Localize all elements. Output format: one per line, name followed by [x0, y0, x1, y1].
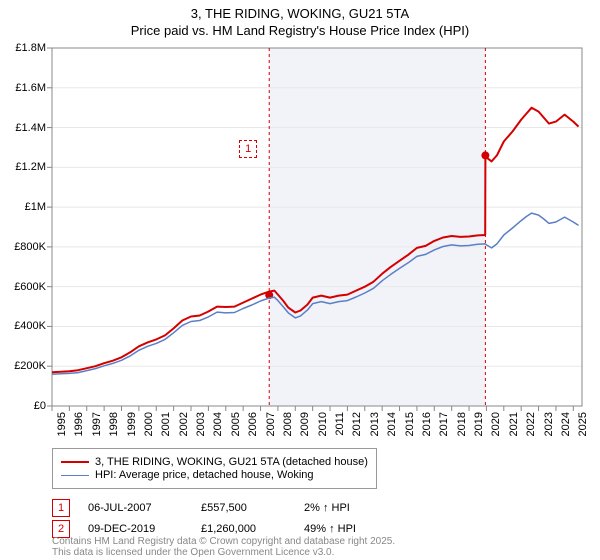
xtick-label: 2010 — [317, 412, 329, 436]
title-line2: Price paid vs. HM Land Registry's House … — [131, 23, 469, 38]
xtick-label: 2018 — [456, 412, 468, 436]
ytick-label: £1M — [0, 201, 46, 213]
xtick-label: 2016 — [421, 412, 433, 436]
legend-item: 3, THE RIDING, WOKING, GU21 5TA (detache… — [61, 456, 368, 468]
xtick-label: 2015 — [404, 412, 416, 436]
xtick-label: 2000 — [143, 412, 155, 436]
title-line1: 3, THE RIDING, WOKING, GU21 5TA — [191, 6, 409, 21]
xtick-label: 2019 — [473, 412, 485, 436]
ytick-label: £400K — [0, 320, 46, 332]
chart-container: 3, THE RIDING, WOKING, GU21 5TA Price pa… — [0, 0, 600, 560]
xtick-label: 1995 — [56, 412, 68, 436]
xtick-label: 2022 — [525, 412, 537, 436]
ytick-label: £200K — [0, 360, 46, 372]
xtick-label: 2006 — [247, 412, 259, 436]
transaction-pct: 2% ↑ HPI — [304, 502, 384, 514]
marker-label-1: 1 — [239, 140, 257, 158]
xtick-label: 2009 — [299, 412, 311, 436]
transaction-date: 09-DEC-2019 — [88, 523, 183, 535]
shade-region — [269, 48, 485, 406]
transaction-price: £1,260,000 — [201, 523, 286, 535]
xtick-label: 2025 — [577, 412, 589, 436]
legend-swatch — [61, 461, 89, 463]
xtick-label: 2024 — [560, 412, 572, 436]
transaction-table: 106-JUL-2007£557,5002% ↑ HPI209-DEC-2019… — [52, 496, 384, 541]
xtick-label: 2005 — [230, 412, 242, 436]
chart-plot-area: 12 — [52, 48, 582, 406]
transaction-date: 06-JUL-2007 — [88, 502, 183, 514]
xtick-label: 2003 — [195, 412, 207, 436]
ytick-label: £1.8M — [0, 42, 46, 54]
xtick-label: 2008 — [282, 412, 294, 436]
attribution-line1: Contains HM Land Registry data © Crown c… — [52, 536, 395, 547]
ytick-label: £1.4M — [0, 122, 46, 134]
ytick-label: £1.6M — [0, 82, 46, 94]
xtick-label: 1996 — [73, 412, 85, 436]
xtick-label: 1998 — [108, 412, 120, 436]
xtick-label: 2011 — [334, 412, 346, 436]
transaction-price: £557,500 — [201, 502, 286, 514]
legend-label: 3, THE RIDING, WOKING, GU21 5TA (detache… — [95, 456, 368, 468]
xtick-label: 2023 — [543, 412, 555, 436]
ytick-label: £1.2M — [0, 161, 46, 173]
ytick-label: £0 — [0, 400, 46, 412]
transaction-pct: 49% ↑ HPI — [304, 523, 384, 535]
xtick-label: 2001 — [160, 412, 172, 436]
xtick-label: 2007 — [265, 412, 277, 436]
chart-svg — [52, 48, 582, 406]
chart-title: 3, THE RIDING, WOKING, GU21 5TA Price pa… — [0, 0, 600, 40]
transaction-marker-num: 1 — [52, 499, 70, 517]
xtick-label: 2014 — [386, 412, 398, 436]
legend-swatch — [61, 475, 89, 476]
xtick-label: 1999 — [126, 412, 138, 436]
legend-box: 3, THE RIDING, WOKING, GU21 5TA (detache… — [52, 448, 377, 489]
xtick-label: 2013 — [369, 412, 381, 436]
xtick-label: 2021 — [508, 412, 520, 436]
attribution-line2: This data is licensed under the Open Gov… — [52, 547, 334, 558]
ytick-label: £800K — [0, 241, 46, 253]
attribution-text: Contains HM Land Registry data © Crown c… — [52, 536, 395, 558]
xtick-label: 2002 — [178, 412, 190, 436]
xtick-label: 1997 — [91, 412, 103, 436]
xtick-label: 2020 — [490, 412, 502, 436]
xtick-label: 2012 — [351, 412, 363, 436]
xtick-label: 2017 — [438, 412, 450, 436]
ytick-label: £600K — [0, 281, 46, 293]
transaction-row: 1 06-JUL-2007 £557,500 2% ↑ HPI — [52, 499, 384, 517]
legend-item: HPI: Average price, detached house, Woki… — [61, 469, 368, 481]
xtick-label: 2004 — [212, 412, 224, 436]
legend-label: HPI: Average price, detached house, Woki… — [95, 469, 314, 481]
